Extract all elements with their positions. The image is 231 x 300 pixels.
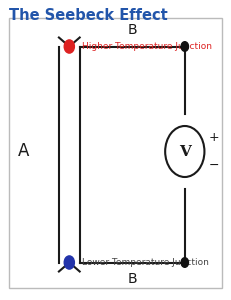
Text: Lower Temperature Junction: Lower Temperature Junction xyxy=(82,258,209,267)
FancyBboxPatch shape xyxy=(9,18,222,288)
Circle shape xyxy=(64,256,74,269)
Text: A: A xyxy=(17,142,29,160)
Text: V: V xyxy=(179,145,191,158)
Text: +: + xyxy=(208,131,219,144)
Circle shape xyxy=(181,258,188,267)
Circle shape xyxy=(64,40,74,53)
Text: B: B xyxy=(128,23,137,37)
Text: −: − xyxy=(208,159,219,172)
Circle shape xyxy=(181,42,188,51)
Text: Higher Temperature Junction: Higher Temperature Junction xyxy=(82,42,212,51)
Text: The Seebeck Effect: The Seebeck Effect xyxy=(9,8,168,22)
Text: B: B xyxy=(128,272,137,286)
